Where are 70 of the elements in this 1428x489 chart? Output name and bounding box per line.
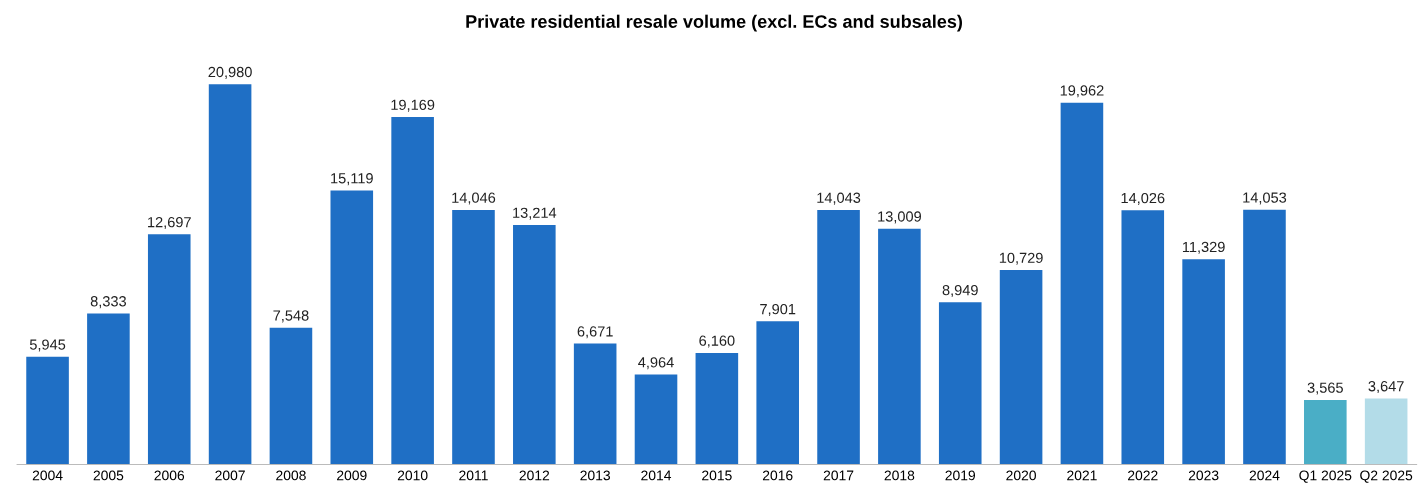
- x-tick-label: 2017: [823, 470, 854, 481]
- x-tick-label: 2007: [215, 470, 245, 481]
- bar: [87, 313, 130, 465]
- data-label: 8,949: [942, 284, 978, 297]
- data-label: 19,962: [1060, 85, 1104, 98]
- x-tick-label: 2010: [397, 470, 428, 481]
- bar: [208, 84, 252, 465]
- data-label: 13,009: [878, 211, 921, 224]
- bar: [695, 352, 739, 465]
- bar: [938, 302, 982, 465]
- data-label: 12,697: [148, 217, 191, 230]
- bar: [817, 209, 860, 465]
- x-tick-label: 2004: [32, 470, 63, 481]
- data-label: 11,329: [1182, 241, 1225, 254]
- bar: [1364, 398, 1408, 465]
- bar: [391, 117, 434, 465]
- bar: [1060, 102, 1104, 465]
- bar: [1243, 209, 1286, 465]
- data-label: 5,945: [29, 339, 66, 352]
- x-tick-label: Q2 2025: [1360, 470, 1413, 483]
- bar: [1121, 210, 1165, 465]
- x-tick-label: 2020: [1006, 470, 1036, 481]
- data-label: 7,901: [760, 303, 796, 316]
- data-label: 6,671: [577, 326, 613, 339]
- x-tick-label: 2008: [276, 470, 306, 481]
- bar: [756, 321, 799, 465]
- data-label: 7,548: [273, 310, 309, 323]
- data-label: 14,026: [1121, 192, 1165, 205]
- x-tick-label: 2018: [884, 470, 915, 481]
- bar: [1304, 399, 1347, 465]
- x-tick-label: 2013: [580, 470, 611, 481]
- x-tick-label: 2022: [1128, 470, 1158, 481]
- x-tick-label: 2011: [459, 470, 488, 481]
- data-label: 13,214: [513, 207, 557, 220]
- data-label: 6,160: [699, 335, 735, 348]
- data-label: 10,729: [999, 252, 1043, 265]
- data-label: 14,043: [817, 192, 861, 205]
- data-label: 15,119: [331, 173, 373, 186]
- data-label: 8,333: [90, 296, 127, 309]
- data-label: 3,565: [1307, 382, 1343, 395]
- data-label: 19,169: [391, 99, 435, 112]
- x-tick-label: 2014: [641, 470, 672, 481]
- bar: [1182, 259, 1225, 465]
- x-tick-label: 2006: [154, 470, 185, 481]
- x-tick-label: 2015: [702, 470, 732, 481]
- x-tick-label: 2024: [1249, 470, 1280, 481]
- bar: [999, 270, 1043, 465]
- bar: [513, 225, 556, 465]
- x-tick-label: 2019: [945, 470, 976, 481]
- data-label: 3,647: [1368, 381, 1404, 394]
- bar: [26, 356, 69, 465]
- x-tick-label: 2021: [1067, 470, 1097, 481]
- bar: [330, 190, 374, 465]
- bar: [573, 343, 617, 465]
- x-tick-label: Q1 2025: [1299, 470, 1352, 483]
- data-label: 20,980: [208, 66, 252, 79]
- x-tick-label: 2023: [1188, 470, 1219, 481]
- bar: [269, 327, 313, 465]
- bar: [878, 228, 921, 465]
- bar: [452, 209, 495, 465]
- x-tick-label: 2009: [337, 470, 367, 481]
- x-tick-label: 2012: [519, 470, 550, 481]
- chart-title: Private residential resale volume (excl. ECs and subsales): [466, 14, 962, 32]
- bar: [147, 234, 191, 465]
- data-label: 4,964: [638, 357, 674, 370]
- x-tick-label: 2005: [93, 470, 124, 481]
- bar: [634, 374, 678, 465]
- data-label: 14,046: [452, 192, 496, 205]
- x-tick-label: 2016: [762, 470, 793, 481]
- data-label: 14,053: [1243, 192, 1287, 205]
